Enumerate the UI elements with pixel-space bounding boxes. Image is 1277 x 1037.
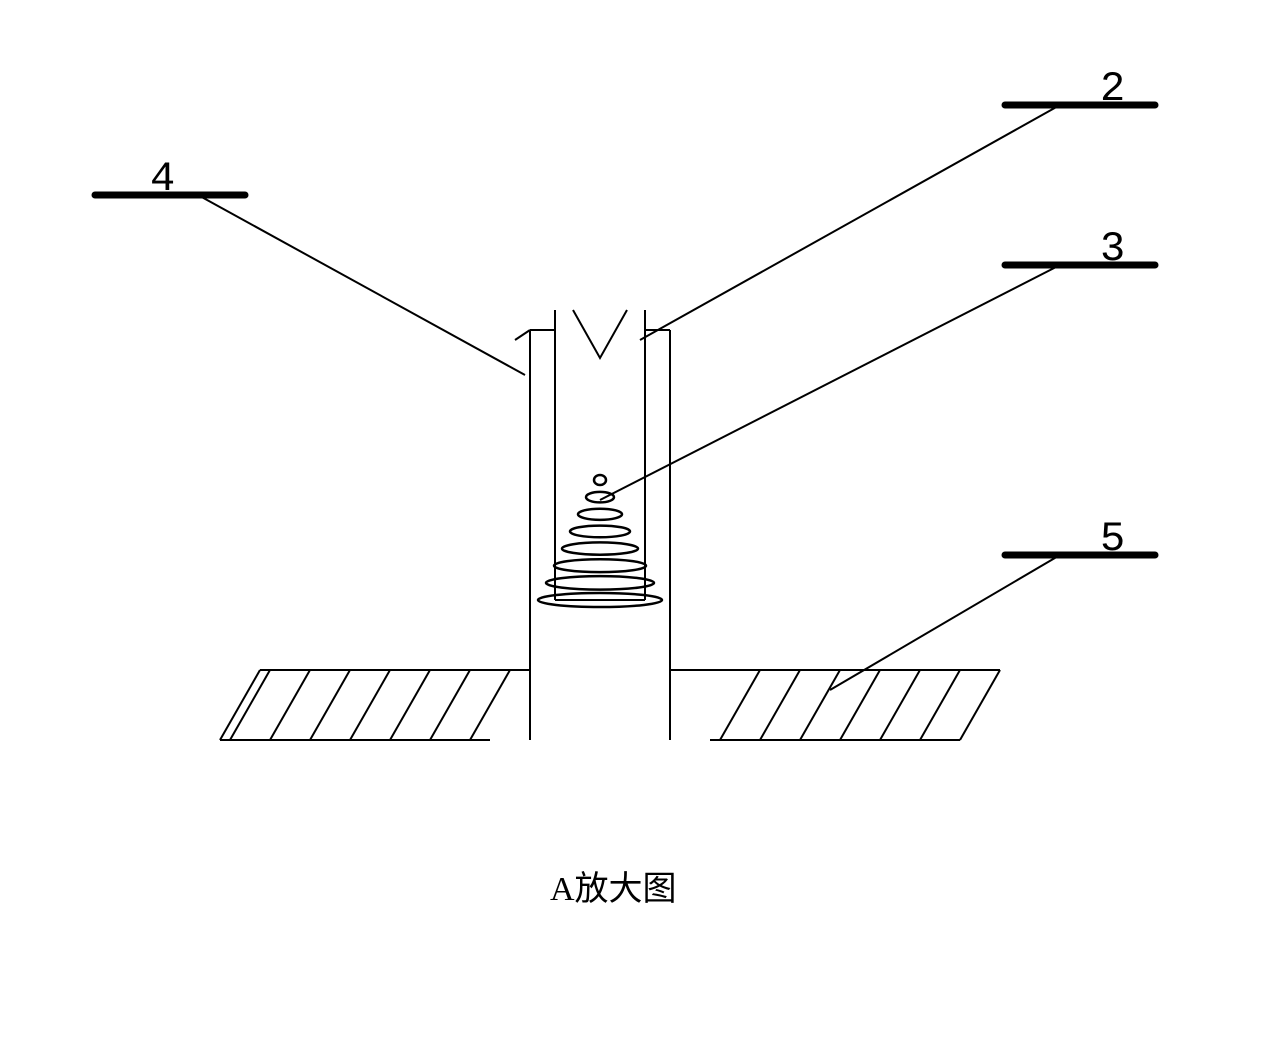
diagram-svg: 4235A放大图 — [0, 0, 1277, 1037]
caption: A放大图 — [550, 870, 677, 908]
